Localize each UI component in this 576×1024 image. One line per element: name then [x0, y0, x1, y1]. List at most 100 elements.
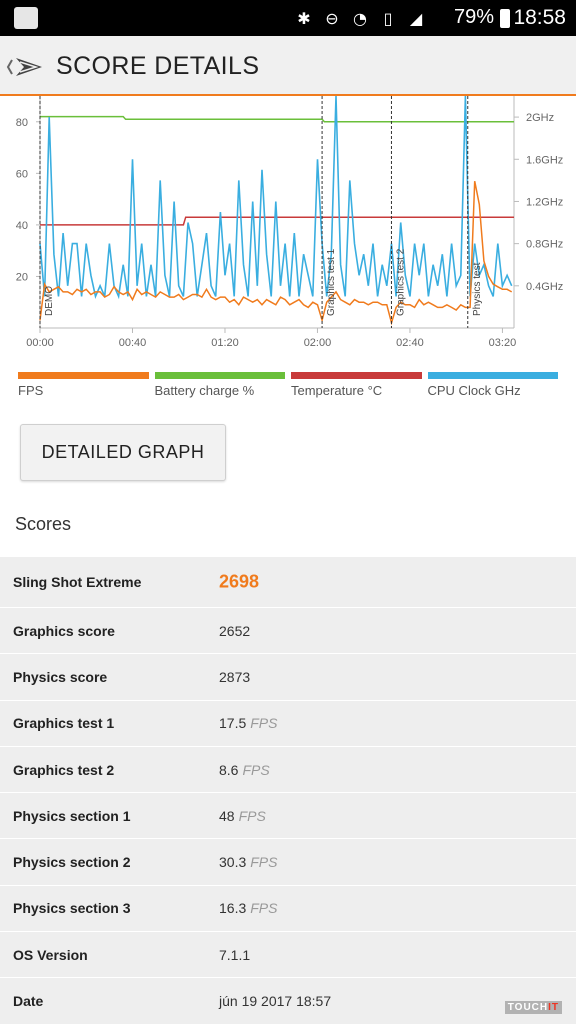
x-tick-label: 01:20 [211, 337, 239, 349]
score-label: Physics section 3 [13, 900, 131, 917]
legend-label-fps: FPS [18, 383, 44, 398]
detailed-graph-button[interactable]: DETAILED GRAPH [20, 424, 226, 481]
scores-heading: Scores [15, 514, 72, 534]
score-value: 7.1.1 [219, 947, 250, 963]
watermark-text: TOUCH [507, 1002, 549, 1013]
table-row: OS Version 7.1.1 [0, 931, 576, 978]
score-value: 17.5 FPS [219, 715, 277, 731]
clock: 18:58 [513, 6, 566, 29]
score-number: 7.1.1 [219, 946, 251, 963]
cpu-clock-line [39, 96, 513, 300]
legend-swatch-fps [18, 372, 149, 379]
score-unit: FPS [250, 900, 278, 917]
score-value: 16.3 FPS [219, 900, 277, 916]
y-left-tick-label: 60 [16, 168, 28, 180]
table-row: Graphics score 2652 [0, 607, 576, 654]
status-bar: ✱ ⊖ ◔ ▯ ◢ 79% 18:58 [0, 0, 576, 36]
score-label: Graphics test 2 [13, 761, 115, 778]
score-value: jún 19 2017 18:57 [219, 993, 331, 1009]
score-label: Sling Shot Extreme [13, 574, 142, 590]
battery-level: 79% [453, 6, 494, 28]
score-label: Date [13, 993, 44, 1010]
y-right-tick-label: 1.6GHz [526, 154, 563, 166]
back-logo-icon[interactable] [6, 54, 46, 80]
score-unit: FPS [242, 761, 270, 778]
wifi-icon: ◔ [353, 8, 367, 28]
y-right-tick-label: 1.2GHz [526, 196, 563, 208]
score-label: Graphics score [13, 622, 115, 639]
scores-table: Sling Shot Extreme 2698 Graphics score 2… [0, 556, 576, 1024]
app-bar: SCORE DETAILS [0, 36, 576, 96]
monitoring-chart: 20 40 60 80 0.4GHz 0.8GHz 1.2GHz 1.6GHz 2GHz 00:0… [16, 96, 563, 349]
legend-label-battery: Battery charge % [154, 383, 255, 398]
test-marker-label: Graphics test 1 [326, 248, 337, 316]
page-title: SCORE DETAILS [56, 52, 260, 80]
table-row: Graphics test 1 17.5 FPS [0, 699, 576, 746]
battery-line [40, 115, 514, 123]
score-label: Graphics test 1 [13, 715, 115, 732]
watermark-accent: IT [548, 1002, 559, 1013]
no-sim-icon: ▯ [383, 8, 393, 28]
temperature-line [40, 216, 514, 226]
y-right-tick-label: 2GHz [526, 112, 554, 124]
score-value: 2873 [219, 669, 250, 685]
score-number: 48 [219, 807, 235, 824]
score-unit: FPS [250, 854, 278, 871]
y-left-tick-label: 80 [16, 117, 28, 129]
watermark-logo: TOUCHIT [504, 1001, 562, 1014]
y-left-tick-label: 20 [16, 271, 28, 283]
notification-icon [14, 7, 38, 29]
do-not-disturb-icon: ⊖ [325, 8, 339, 28]
legend-item-fps: FPS [18, 372, 149, 398]
y-left-tick-label: 40 [16, 220, 28, 232]
score-unit: FPS [238, 807, 266, 824]
table-row: Physics section 1 48 FPS [0, 792, 576, 839]
x-tick-label: 02:40 [396, 337, 424, 349]
legend-label-temperature: Temperature °C [291, 383, 383, 398]
x-tick-label: 02:00 [304, 337, 332, 349]
legend-swatch-cpu-clock [427, 372, 558, 379]
legend-item-temperature: Temperature °C [291, 372, 422, 398]
bluetooth-icon: ✱ [297, 8, 311, 28]
score-number: jún 19 2017 18:57 [219, 993, 332, 1010]
score-number: 30.3 [219, 854, 247, 871]
score-unit: FPS [250, 715, 278, 732]
score-value: 2652 [219, 623, 250, 639]
score-label: Physics section 2 [13, 854, 131, 871]
score-value: 8.6 FPS [219, 762, 270, 778]
battery-icon [500, 9, 510, 28]
table-row: Date jún 19 2017 18:57 [0, 977, 576, 1024]
x-tick-label: 03:20 [489, 337, 517, 349]
score-number: 8.6 [219, 761, 239, 778]
score-value: 48 FPS [219, 808, 266, 824]
score-number: 2873 [219, 668, 251, 685]
legend-swatch-battery [154, 372, 285, 379]
score-number: 2652 [219, 622, 251, 639]
table-row: Graphics test 2 8.6 FPS [0, 745, 576, 793]
score-label: Physics score [13, 668, 108, 685]
table-row: Physics section 3 16.3 FPS [0, 884, 576, 932]
legend-item-battery: Battery charge % [154, 372, 285, 398]
score-label: Physics section 1 [13, 807, 131, 824]
status-icons: ✱ ⊖ ◔ ▯ ◢ [294, 8, 426, 28]
test-marker-label: DEMO [44, 286, 55, 316]
score-value: 30.3 FPS [219, 854, 277, 870]
score-number: 16.3 [219, 900, 247, 917]
fps-line [39, 180, 513, 326]
legend-label-cpu-clock: CPU Clock GHz [427, 383, 521, 398]
x-tick-label: 00:00 [26, 337, 54, 349]
chart-legend: FPS Battery charge % Temperature °C CPU … [18, 372, 558, 398]
test-marker-label: Physics test [472, 262, 483, 316]
test-marker-label: Graphics test 2 [395, 248, 406, 316]
score-number: 17.5 [219, 715, 247, 732]
table-row: Physics section 2 30.3 FPS [0, 838, 576, 885]
table-row: Sling Shot Extreme 2698 [0, 556, 576, 607]
y-right-tick-label: 0.8GHz [526, 239, 563, 251]
legend-swatch-temperature [291, 372, 422, 379]
score-label: OS Version [13, 946, 88, 963]
x-tick-label: 00:40 [119, 337, 147, 349]
overall-score-value: 2698 [219, 571, 260, 592]
table-row: Physics score 2873 [0, 653, 576, 700]
signal-icon: ◢ [409, 8, 423, 28]
legend-item-cpu-clock: CPU Clock GHz [427, 372, 558, 398]
